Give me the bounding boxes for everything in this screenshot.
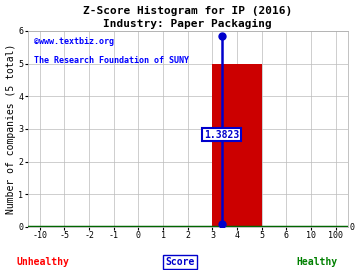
Bar [212, 64, 262, 227]
Text: Unhealthy: Unhealthy [17, 257, 69, 267]
Y-axis label: Number of companies (5 total): Number of companies (5 total) [5, 44, 15, 214]
Text: 1.3823: 1.3823 [204, 130, 239, 140]
Text: Healthy: Healthy [296, 257, 337, 267]
Text: ©www.textbiz.org: ©www.textbiz.org [34, 37, 114, 46]
Title: Z-Score Histogram for IP (2016)
Industry: Paper Packaging: Z-Score Histogram for IP (2016) Industry… [83, 6, 292, 29]
Text: Score: Score [165, 257, 195, 267]
Text: The Research Foundation of SUNY: The Research Foundation of SUNY [34, 56, 189, 65]
